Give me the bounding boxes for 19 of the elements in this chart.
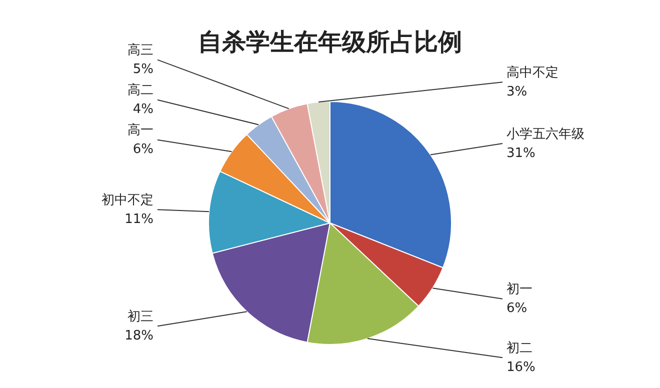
data-label: 16% <box>506 360 536 375</box>
slice-label: 初三 <box>128 310 154 325</box>
slice-label: 高中不定 <box>506 64 558 81</box>
slice-label: 高二 <box>128 82 154 98</box>
slice-label: 初一 <box>506 282 532 298</box>
data-label: 18% <box>124 328 154 344</box>
slice-label: 高三 <box>128 42 154 58</box>
slice-label: 初二 <box>506 340 532 356</box>
data-label: 31% <box>506 146 536 161</box>
slice-label: 高一 <box>128 122 154 138</box>
data-label: 3% <box>506 84 528 100</box>
chart-title: 自杀学生在年级所占比例 <box>198 28 462 56</box>
data-label: 6% <box>506 301 528 316</box>
data-label: 11% <box>124 212 154 228</box>
data-label: 5% <box>132 62 154 78</box>
slice-label: 小学五六年级 <box>506 126 584 142</box>
slice-label: 初中不定 <box>102 193 154 208</box>
data-label: 6% <box>132 142 154 158</box>
data-label: 4% <box>132 102 154 118</box>
